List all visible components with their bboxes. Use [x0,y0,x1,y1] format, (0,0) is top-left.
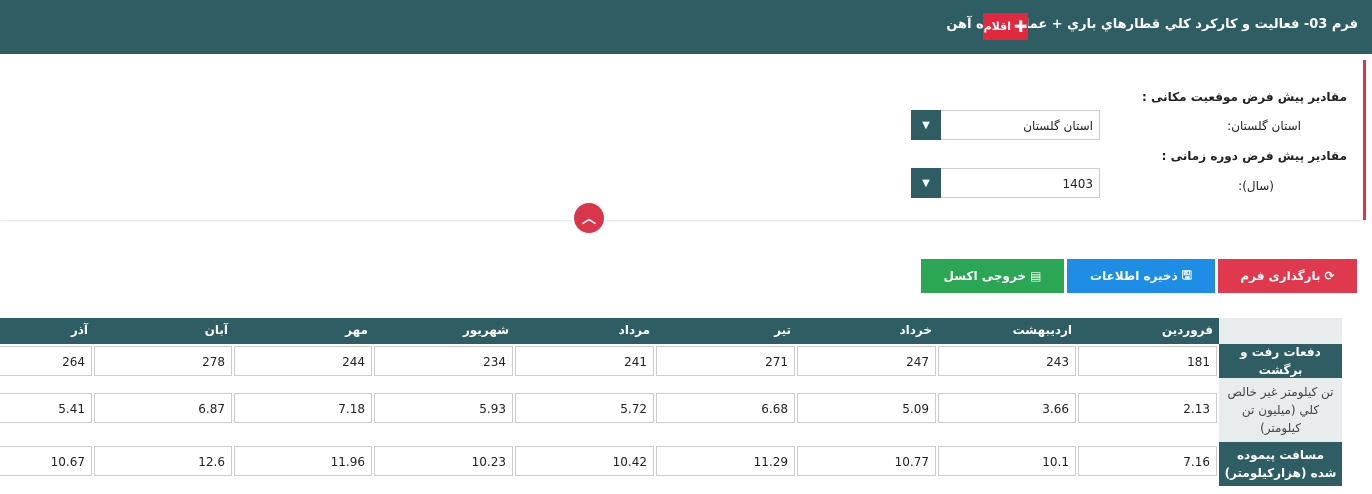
column-header: مرداد [515,318,656,344]
page-title: فرم 03- فعاليت و كاركرد كلي قطارهاي باري… [946,17,1358,32]
column-header: خرداد [797,318,938,344]
column-header: تیر [656,318,797,344]
table-cell[interactable]: 3.66 [938,393,1076,423]
table-cell[interactable]: 7.18 [234,393,372,423]
table-cell[interactable]: 11.29 [656,446,795,476]
column-header: آبان [94,318,234,344]
refresh-icon: ⟳ [1324,269,1335,283]
table-cell[interactable]: 234 [374,346,513,376]
table-cell[interactable]: 271 [656,346,795,376]
province-select[interactable]: استان گلستان ▼ [911,110,1100,140]
data-grid: فروردین اردیبهشت خرداد تیر مرداد شهریور … [0,318,1342,494]
column-header: اردیبهشت [938,318,1078,344]
row-header: مسافت پيموده شده (هزاركيلومتر) [1219,442,1342,486]
period-heading: مقادیر پیش فرض دوره زمانی : [1161,149,1347,163]
table-cell[interactable]: 10.67 [0,446,92,476]
table-cell[interactable]: 278 [94,346,232,376]
province-field: استان گلستان: استان گلستان ▼ [911,110,1301,140]
table-cell[interactable]: 241 [515,346,654,376]
table-cell[interactable]: 12.6 [94,446,232,476]
excel-file-icon: ▤ [1030,269,1042,283]
table-cell[interactable]: 6.87 [94,393,232,423]
table-cell[interactable]: 244 [234,346,372,376]
table-cell[interactable]: 247 [797,346,936,376]
floppy-icon: 🖫 [1181,267,1192,282]
reload-form-label: بارگذاری فرم [1240,269,1321,283]
table-cell[interactable]: 181 [1078,346,1217,376]
plus-icon: ✚ [1014,16,1028,36]
table-cell[interactable]: 7.16 [1078,446,1217,476]
table-cell[interactable]: 243 [938,346,1076,376]
year-field: (سال): 1403 ▼ [911,168,1301,198]
table-cell[interactable]: 2.13 [1078,393,1217,423]
table-cell[interactable]: 264 [0,346,92,376]
table-cell[interactable]: 10.42 [515,446,654,476]
table-cell[interactable]: 6.68 [656,393,795,423]
excel-export-label: خروجی اکسل [943,269,1027,283]
row-header: تن كيلومتر غير خالص كلي (ميليون تن كيلوم… [1219,378,1342,442]
location-heading: مقادیر پیش فرض موقعیت مکانی : [1142,90,1347,104]
column-header: شهریور [374,318,515,344]
collapse-panel-button[interactable]: ︿ [574,203,604,233]
year-select[interactable]: 1403 ▼ [911,168,1100,198]
items-button[interactable]: ✚ اقلام [983,13,1028,40]
save-data-button[interactable]: 🖫 ذخیره اطلاعات [1067,259,1215,293]
table-cell[interactable]: 10.23 [374,446,513,476]
table-cell[interactable]: 5.72 [515,393,654,423]
year-value: 1403 [1062,177,1093,191]
reload-form-button[interactable]: ⟳ بارگذاری فرم [1218,259,1357,293]
province-value: استان گلستان [1023,119,1093,133]
save-data-label: ذخیره اطلاعات [1090,269,1178,283]
table-cell[interactable]: 5.09 [797,393,936,423]
year-label: (سال): [1238,179,1274,193]
province-label: استان گلستان: [1227,119,1301,133]
table-cell[interactable]: 5.93 [374,393,513,423]
excel-export-button[interactable]: ▤ خروجی اکسل [921,259,1064,293]
row-header: دفعات رفت و برگشت [1219,344,1342,378]
defaults-panel: مقادیر پیش فرض موقعیت مکانی : استان گلست… [0,60,1366,220]
table-cell[interactable]: 11.96 [234,446,372,476]
column-header: فروردین [1078,318,1219,344]
items-button-label: اقلام [983,20,1011,33]
top-bar: فرم 03- فعاليت و كاركرد كلي قطارهاي باري… [0,0,1372,54]
column-header: آذر [0,318,94,344]
caret-down-icon[interactable]: ▼ [911,168,941,198]
grid-corner [1219,318,1342,344]
table-cell[interactable]: 10.1 [938,446,1076,476]
column-header: مهر [234,318,374,344]
chevron-up-icon: ︿ [582,211,596,227]
caret-down-icon[interactable]: ▼ [911,110,941,140]
table-cell[interactable]: 10.77 [797,446,936,476]
table-cell[interactable]: 5.41 [0,393,92,423]
